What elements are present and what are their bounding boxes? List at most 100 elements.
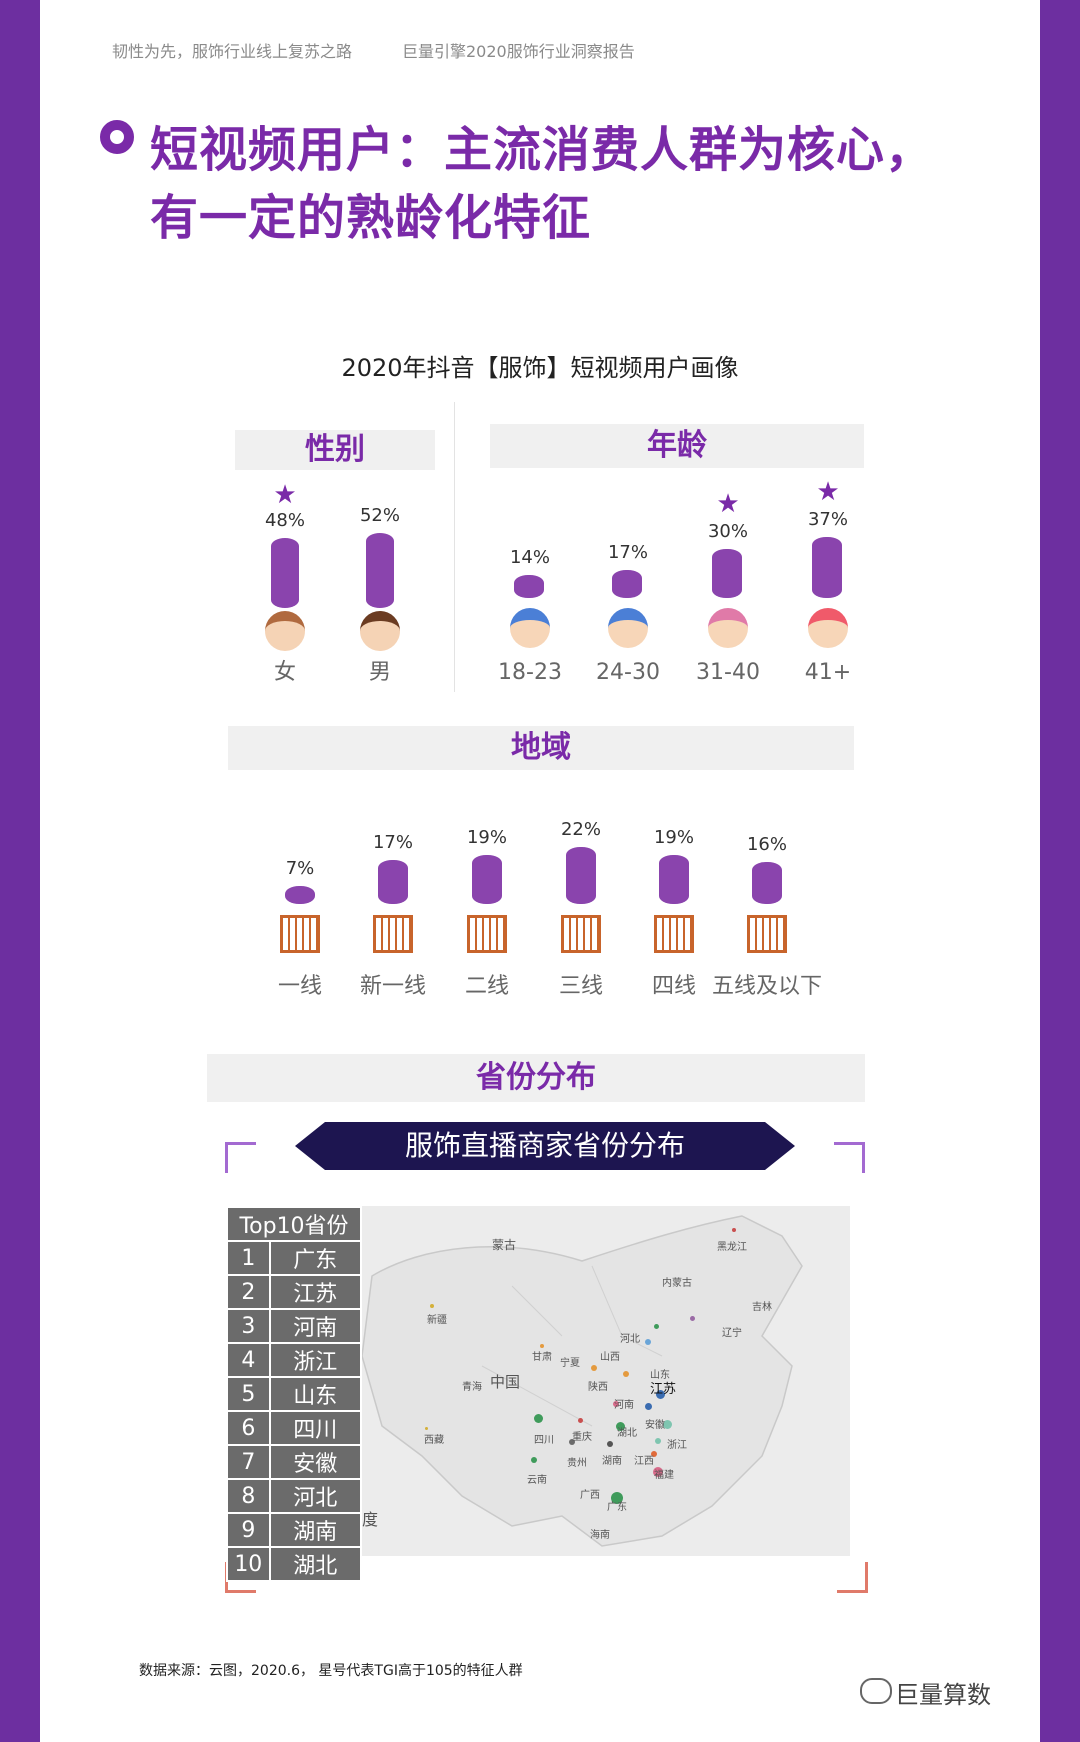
province-cell: 四川 — [268, 1410, 363, 1446]
region-pct: 7% — [285, 857, 315, 879]
map-dot-marker — [531, 1457, 537, 1463]
age-label: 18-23 — [498, 660, 562, 685]
table-row: 5 山东 — [226, 1376, 363, 1412]
region-bar — [752, 862, 782, 904]
wechat-icon — [860, 1678, 892, 1704]
region-pct: 16% — [746, 834, 787, 856]
map-label-jilin: 吉林 — [752, 1302, 772, 1313]
map-dot-marker — [732, 1228, 736, 1232]
age-bar — [812, 536, 842, 598]
map-dot-marker — [607, 1441, 613, 1447]
map-label-zhejiang: 浙江 — [667, 1440, 687, 1451]
rank-cell: 2 — [226, 1274, 271, 1310]
age-pct: 37% — [807, 508, 848, 530]
province-cell: 浙江 — [268, 1342, 363, 1378]
age-pct: 17% — [607, 541, 648, 563]
age-pct: 30% — [707, 520, 748, 542]
banner-arrow-left — [295, 1122, 325, 1170]
page-title-line2: 有一定的熟龄化特征 — [150, 190, 592, 246]
age-label: 31-40 — [696, 660, 760, 685]
gender-label: 女 — [273, 660, 296, 685]
province-cell: 广东 — [268, 1240, 363, 1276]
province-cell: 湖北 — [268, 1546, 363, 1582]
map-label-yunnan: 云南 — [527, 1475, 547, 1486]
map-label-chongqing: 重庆 — [572, 1432, 592, 1443]
building-icon — [654, 915, 694, 953]
map-label-sichuan: 四川 — [534, 1435, 554, 1446]
map-label-henan: 河南 — [614, 1400, 634, 1411]
building-icon — [561, 915, 601, 953]
map-label-anhui: 安徽 — [645, 1420, 665, 1431]
gender-bar — [271, 538, 299, 608]
gender-heading: 性别 — [235, 430, 435, 470]
page-title-line1: 短视频用户：主流消费人群为核心， — [150, 122, 935, 178]
map-label-jiangxi: 江西 — [634, 1456, 654, 1467]
age-bar — [612, 569, 642, 598]
star-icon: ★ — [273, 480, 297, 511]
region-bar — [285, 885, 315, 904]
table-row: 8 河北 — [226, 1478, 363, 1514]
age-label: 41+ — [804, 660, 852, 685]
gender-pct: 52% — [359, 504, 400, 526]
map-label-guangxi: 广西 — [580, 1490, 600, 1501]
province-heading: 省份分布 — [207, 1054, 865, 1102]
gender-label: 男 — [368, 660, 391, 685]
map-dot-marker — [430, 1304, 434, 1308]
map-label-fujian: 福建 — [654, 1470, 674, 1481]
person-avatar-icon — [360, 611, 400, 651]
map-label-guizhou: 贵州 — [567, 1458, 587, 1469]
table-row: 6 四川 — [226, 1410, 363, 1446]
header-left-text: 韧性为先，服饰行业线上复苏之路 — [112, 42, 353, 61]
region-label: 二线 — [464, 974, 509, 999]
map-dot-marker — [540, 1344, 544, 1348]
table-row: 1 广东 — [226, 1240, 363, 1276]
person-avatar-icon — [510, 608, 550, 648]
map-dot-marker — [662, 1419, 672, 1429]
map-dot-marker — [577, 1417, 583, 1423]
banner-arrow-right — [765, 1122, 795, 1170]
rank-cell: 9 — [226, 1512, 271, 1548]
gender-bar — [366, 532, 394, 608]
table-row: 2 江苏 — [226, 1274, 363, 1310]
map-dot-marker — [533, 1413, 543, 1423]
province-cell: 河南 — [268, 1308, 363, 1344]
map-label-xizang: 西藏 — [424, 1435, 444, 1446]
map-dot-marker — [591, 1365, 597, 1371]
map-dot-marker — [615, 1421, 625, 1431]
map-dot-marker — [611, 1492, 623, 1504]
province-cell: 湖南 — [268, 1512, 363, 1548]
age-heading: 年龄 — [490, 424, 864, 468]
region-bar — [472, 854, 502, 904]
region-bar — [378, 859, 408, 904]
region-heading: 地域 — [228, 726, 854, 770]
province-banner: 服饰直播商家省份分布 — [225, 1122, 865, 1184]
star-icon: ★ — [716, 488, 740, 519]
banner-corner-right — [834, 1142, 865, 1173]
map-label-shandong: 山东 — [650, 1370, 670, 1381]
title-bullet-icon — [100, 120, 134, 154]
region-label: 五线及以下 — [711, 974, 822, 999]
region-label: 新一线 — [359, 974, 426, 999]
age-bar — [514, 574, 544, 598]
map-label-china: 中国 — [490, 1373, 521, 1391]
top10-province-table: Top10省份 1 广东 2 江苏 3 河南 4 浙江 5 山东 6 四川 7 安徽 8 河北 9 湖南 10 湖北 — [226, 1206, 363, 1582]
map-dot-marker — [645, 1339, 651, 1345]
province-cell: 江苏 — [268, 1274, 363, 1310]
map-label-xinjiang: 新疆 — [427, 1315, 447, 1326]
table-row: 9 湖南 — [226, 1512, 363, 1548]
province-map: 蒙古 内蒙古 黑龙江 吉林 辽宁 新疆 中国 青海 甘肃 宁夏 陕西 山西 河北… — [362, 1206, 850, 1556]
table-row: 7 安徽 — [226, 1444, 363, 1480]
region-label: 一线 — [277, 974, 322, 999]
table-row: 3 河南 — [226, 1308, 363, 1344]
map-dot-marker — [655, 1389, 665, 1399]
map-label-jiangsu: 江苏 — [650, 1382, 677, 1397]
map-dot-marker — [689, 1315, 695, 1321]
region-bar — [566, 846, 596, 904]
map-label-ind: 度 — [362, 1510, 379, 1529]
rank-cell: 5 — [226, 1376, 271, 1412]
footer-source: 数据来源：云图，2020.6， 星号代表TGI高于105的特征人群 — [139, 1663, 523, 1679]
map-label-guangdong: 广东 — [607, 1502, 627, 1513]
chart-subtitle: 2020年抖音【服饰】短视频用户画像 — [341, 354, 739, 382]
table-row: 10 湖北 — [226, 1546, 363, 1582]
footer-watermark: 巨量算数 — [895, 1681, 991, 1709]
